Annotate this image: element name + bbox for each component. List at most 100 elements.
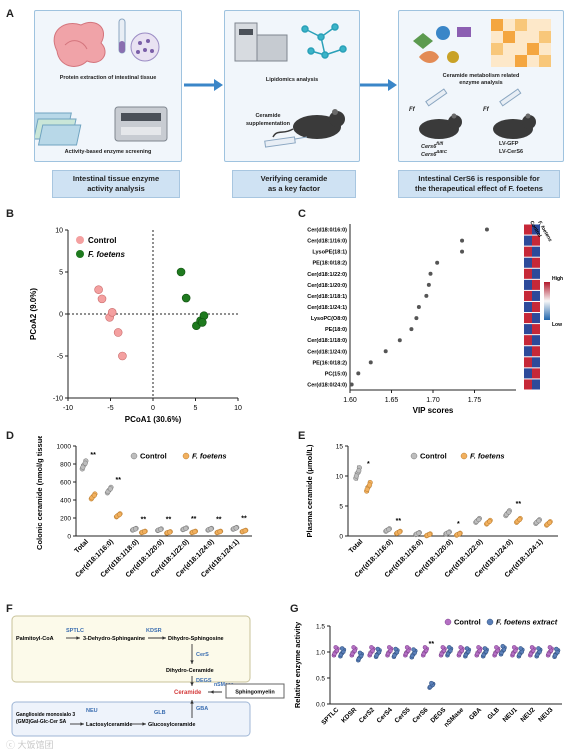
legend-label: F. foetens — [192, 452, 227, 461]
data-point — [440, 645, 446, 650]
data-point — [482, 646, 488, 651]
data-point — [369, 645, 374, 650]
data-point — [510, 651, 516, 657]
panel-label-a: A — [6, 8, 14, 20]
colorbar — [544, 282, 550, 320]
x-tick-label: 0 — [151, 405, 155, 412]
arrow-sptlc-head — [76, 636, 80, 640]
enzyme-degs: DEGS — [196, 678, 212, 684]
x-category-label: NEU1 — [502, 706, 519, 723]
step2-illustration — [234, 22, 347, 148]
y-tick-label: 600 — [60, 480, 71, 487]
data-point — [192, 529, 198, 535]
data-point — [392, 653, 397, 658]
data-point — [208, 526, 214, 532]
vip-category-label: PC(15:0) — [325, 371, 347, 377]
arrow-neu-head — [80, 722, 84, 726]
x-tick-label: -10 — [63, 405, 73, 412]
y-tick-label: 1000 — [57, 444, 72, 451]
data-point — [393, 646, 398, 652]
data-point — [356, 656, 362, 662]
data-point — [132, 526, 139, 532]
data-point — [233, 525, 239, 531]
significance-marker: ** — [116, 477, 122, 484]
step2-caption-2: Ceramide — [255, 113, 281, 119]
significance-marker: ** — [429, 641, 435, 648]
legend-marker — [76, 250, 84, 258]
y-tick-label: 0.5 — [316, 676, 325, 683]
data-point — [429, 680, 434, 686]
data-point — [404, 645, 410, 650]
pathway-lower-box — [11, 701, 251, 737]
data-point — [183, 525, 189, 531]
data-point — [481, 652, 486, 658]
node-ceramide: Ceramide — [174, 690, 202, 696]
y-tick-label: 5 — [59, 270, 63, 277]
vip-category-label: LysoPC(O8:0) — [311, 316, 347, 322]
data-point — [517, 652, 522, 658]
data-point — [333, 645, 338, 650]
data-point — [546, 651, 551, 657]
data-point — [375, 646, 381, 652]
y-tick-label: 800 — [60, 462, 71, 469]
data-point — [338, 652, 344, 658]
legend-marker — [182, 452, 190, 460]
test-tube-icon — [118, 18, 126, 54]
genotype-ko-label: Cers6ΔIEC — [421, 149, 448, 158]
panel-label-g: G — [290, 603, 299, 615]
node-sphingomyelin: Sphingomyelin — [235, 690, 275, 696]
data-point — [554, 646, 559, 652]
y-tick-label: 15 — [336, 444, 344, 451]
mouse-left-icon — [419, 113, 462, 139]
node-gm3-line1: Ganglioside monosialo 3 — [16, 712, 75, 718]
summary-box-3-line1: Intestinal CerS6 is responsible for — [418, 174, 540, 183]
step3-caption-1: Ceramide metabolism related — [442, 73, 520, 79]
node-palmitoyl-coa: Palmitoyl-CoA — [16, 636, 54, 642]
vip-category-label: Cer(d18:1/24:0) — [307, 349, 347, 355]
data-point — [403, 651, 409, 657]
x-category-label: KDSR — [340, 706, 358, 724]
summary-box-1: Intestinal tissue enzyme activity analys… — [52, 170, 180, 198]
data-point — [397, 529, 403, 535]
panel-label-f: F — [6, 603, 13, 615]
protein-icon — [130, 32, 160, 62]
y-tick-label: 400 — [60, 498, 71, 505]
step1-illustration — [28, 18, 168, 146]
enzyme-kdsr: KDSR — [146, 628, 162, 634]
x-category-label: GBA — [468, 706, 483, 721]
heatmap-cell-ff — [532, 224, 540, 235]
legend-marker — [130, 452, 138, 460]
arrow-nsmase-head — [210, 690, 214, 694]
data-point — [142, 529, 148, 535]
data-point — [536, 518, 542, 524]
arrow-glb-head — [142, 722, 146, 726]
y-axis-title: Colonic ceramide (nmol/g tissue) — [35, 436, 44, 550]
x-category-label: Total — [74, 538, 90, 554]
heatmap-cell-control — [524, 368, 532, 379]
enzyme-shapes-icon — [413, 26, 471, 63]
data-point — [350, 651, 355, 657]
data-point — [464, 646, 470, 651]
x-tick-label: 1.60 — [343, 397, 357, 404]
data-point — [492, 651, 498, 657]
data-point — [487, 518, 493, 524]
significance-marker: ** — [141, 516, 147, 523]
arrow-degs-head — [190, 682, 194, 686]
vip-category-label: Cer(d18:1/20:0) — [307, 283, 347, 289]
x-category-label: NEU3 — [537, 706, 554, 723]
vip-category-label: PE(18:0) — [325, 327, 347, 333]
data-point — [517, 517, 523, 523]
data-point — [97, 294, 107, 304]
data-point — [158, 526, 164, 532]
data-point — [332, 651, 337, 657]
vip-point — [414, 316, 419, 321]
data-point — [367, 651, 373, 657]
x-category-label: CerS4 — [376, 706, 395, 725]
vip-category-label: Cer(d18:1/18:1) — [307, 294, 347, 300]
heatmap-cell-ff — [532, 335, 540, 346]
vip-point — [416, 305, 421, 309]
data-point — [529, 645, 535, 650]
vip-category-label: Cer(d18:1/16:0) — [307, 239, 347, 245]
data-point — [217, 529, 223, 535]
heatmap-cell-control — [524, 224, 532, 235]
